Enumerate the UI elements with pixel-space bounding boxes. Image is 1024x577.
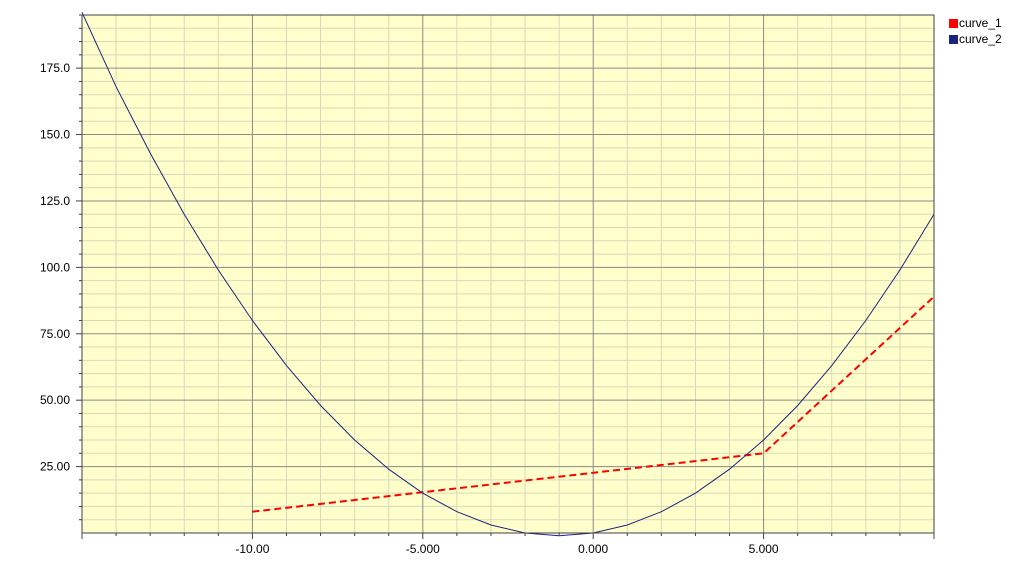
y-tick-label: 50.00 [40,393,70,407]
y-tick-label: 125.0 [40,194,70,208]
series-line-curve-2 [81,12,935,537]
legend-label-curve-1: curve_1 [959,16,1002,30]
legend-item-curve-1: curve_1 [949,15,1002,31]
legend-swatch-curve-1 [949,18,958,28]
x-tick-label: -10.00 [235,542,269,556]
plot-background [82,15,934,533]
y-tick-label: 75.00 [40,327,70,341]
legend-swatch-curve-2 [949,34,958,44]
plot-border [81,14,935,534]
y-tick-label: 100.0 [40,260,70,274]
x-tick-label: 5.000 [749,542,779,556]
y-tick-label: 150.0 [40,128,70,142]
tick-labels: -10.00 -5.000 0.000 5.000 25.00 50.00 75.00 100… [40,61,779,556]
legend-item-curve-2: curve_2 [949,31,1002,47]
legend: curve_1 curve_2 [949,15,1002,47]
minor-grid [82,14,934,533]
x-tick-label: -5.000 [406,542,440,556]
x-tick-label: 0.000 [578,542,608,556]
series-line-curve-1 [252,295,935,513]
series-layer [81,12,935,537]
major-grid [82,15,934,533]
axis-ticks [76,14,935,539]
y-tick-label: 25.00 [40,460,70,474]
y-tick-label: 175.0 [40,61,70,75]
legend-label-curve-2: curve_2 [959,32,1002,46]
